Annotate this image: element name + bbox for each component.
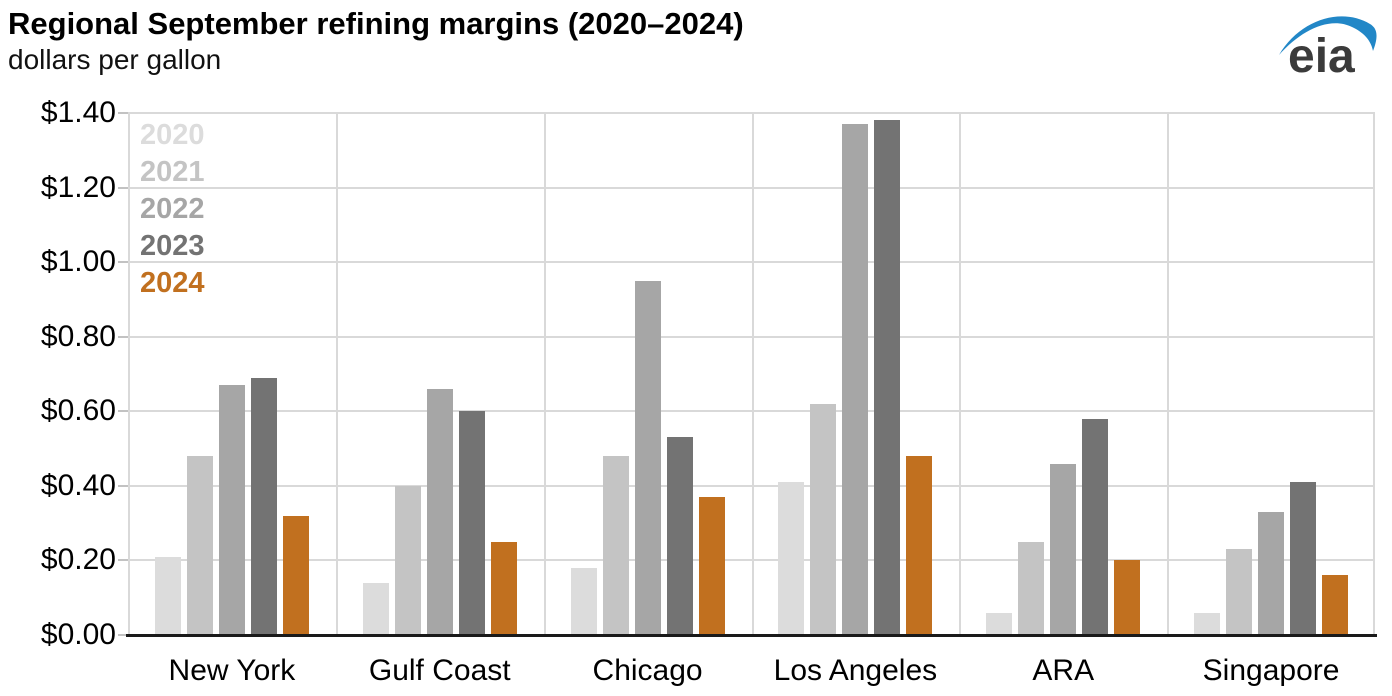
gridline-vertical — [543, 113, 546, 635]
y-tick-mark — [118, 634, 128, 636]
bar — [634, 280, 661, 635]
x-category-label: Los Angeles — [773, 654, 938, 687]
legend-item: 2024 — [140, 267, 205, 299]
bar — [986, 612, 1013, 635]
gridline-vertical — [1373, 113, 1375, 635]
bar — [1258, 511, 1285, 635]
bar — [1194, 612, 1221, 635]
legend-item: 2023 — [140, 230, 205, 262]
y-tick-mark — [118, 335, 128, 338]
bar-group — [752, 113, 960, 635]
bar-group — [336, 113, 544, 635]
y-tick-mark — [118, 559, 128, 562]
y-tick-mark — [118, 186, 128, 189]
bar — [810, 403, 837, 635]
bar — [570, 567, 597, 635]
bar — [1114, 560, 1141, 635]
y-tick-mark — [118, 410, 128, 413]
bar — [842, 124, 869, 635]
gridline-vertical — [1167, 113, 1170, 635]
chart-subtitle: dollars per gallon — [8, 44, 222, 75]
eia-logo-text: eia — [1288, 30, 1355, 80]
bar — [282, 515, 309, 635]
y-tick-label: $1.00 — [40, 245, 116, 279]
bar — [1226, 549, 1253, 635]
bar — [426, 388, 453, 635]
y-tick-label: $0.40 — [40, 468, 116, 502]
x-category-label: Singapore — [1202, 654, 1340, 687]
x-axis-line — [126, 634, 1377, 637]
x-category-label: Chicago — [592, 654, 703, 687]
x-category-label: New York — [168, 654, 296, 687]
bar — [1290, 482, 1317, 635]
bar — [362, 582, 389, 635]
bar — [154, 556, 181, 635]
y-tick-mark — [118, 112, 128, 114]
bar — [490, 541, 517, 635]
bar — [1018, 541, 1045, 635]
y-tick-label: $0.20 — [40, 543, 116, 577]
bar-group — [128, 113, 336, 635]
bar — [698, 497, 725, 635]
bar — [458, 411, 485, 635]
legend-item: 2020 — [140, 119, 205, 151]
bar — [602, 456, 629, 635]
bar — [250, 377, 277, 635]
bar-group — [959, 113, 1167, 635]
bar-group — [544, 113, 752, 635]
bar — [1322, 575, 1349, 635]
y-tick-label: $0.60 — [40, 394, 116, 428]
bar — [906, 456, 933, 635]
bar-group — [1167, 113, 1375, 635]
y-tick-mark — [118, 484, 128, 487]
bar — [218, 385, 245, 635]
gridline-vertical — [959, 113, 962, 635]
x-category-label: Gulf Coast — [368, 654, 511, 687]
bar — [874, 120, 901, 635]
y-tick-label: $1.20 — [40, 170, 116, 204]
legend-item: 2022 — [140, 193, 205, 225]
y-tick-label: $1.40 — [40, 96, 116, 129]
x-category-label: ARA — [1032, 654, 1095, 687]
bar — [1050, 463, 1077, 635]
plot-area: 2020 2021 2022 2023 2024 — [128, 112, 1375, 635]
y-tick-label: $0.80 — [40, 319, 116, 353]
chart-legend: 2020 2021 2022 2023 2024 — [140, 117, 205, 302]
eia-logo: eia — [1276, 4, 1380, 80]
eia-swoosh-icon: eia — [1279, 16, 1377, 80]
bar — [186, 456, 213, 635]
bar — [778, 482, 805, 635]
y-tick-mark — [118, 261, 128, 264]
gridline-vertical — [335, 113, 338, 635]
bar — [666, 437, 693, 635]
bar — [394, 485, 421, 635]
legend-item: 2021 — [140, 156, 205, 188]
y-tick-label: $0.00 — [40, 618, 116, 651]
page-title: Regional September refining margins (202… — [8, 6, 744, 41]
gridline-vertical — [128, 113, 130, 635]
bar — [1082, 418, 1109, 635]
gridline-vertical — [751, 113, 754, 635]
